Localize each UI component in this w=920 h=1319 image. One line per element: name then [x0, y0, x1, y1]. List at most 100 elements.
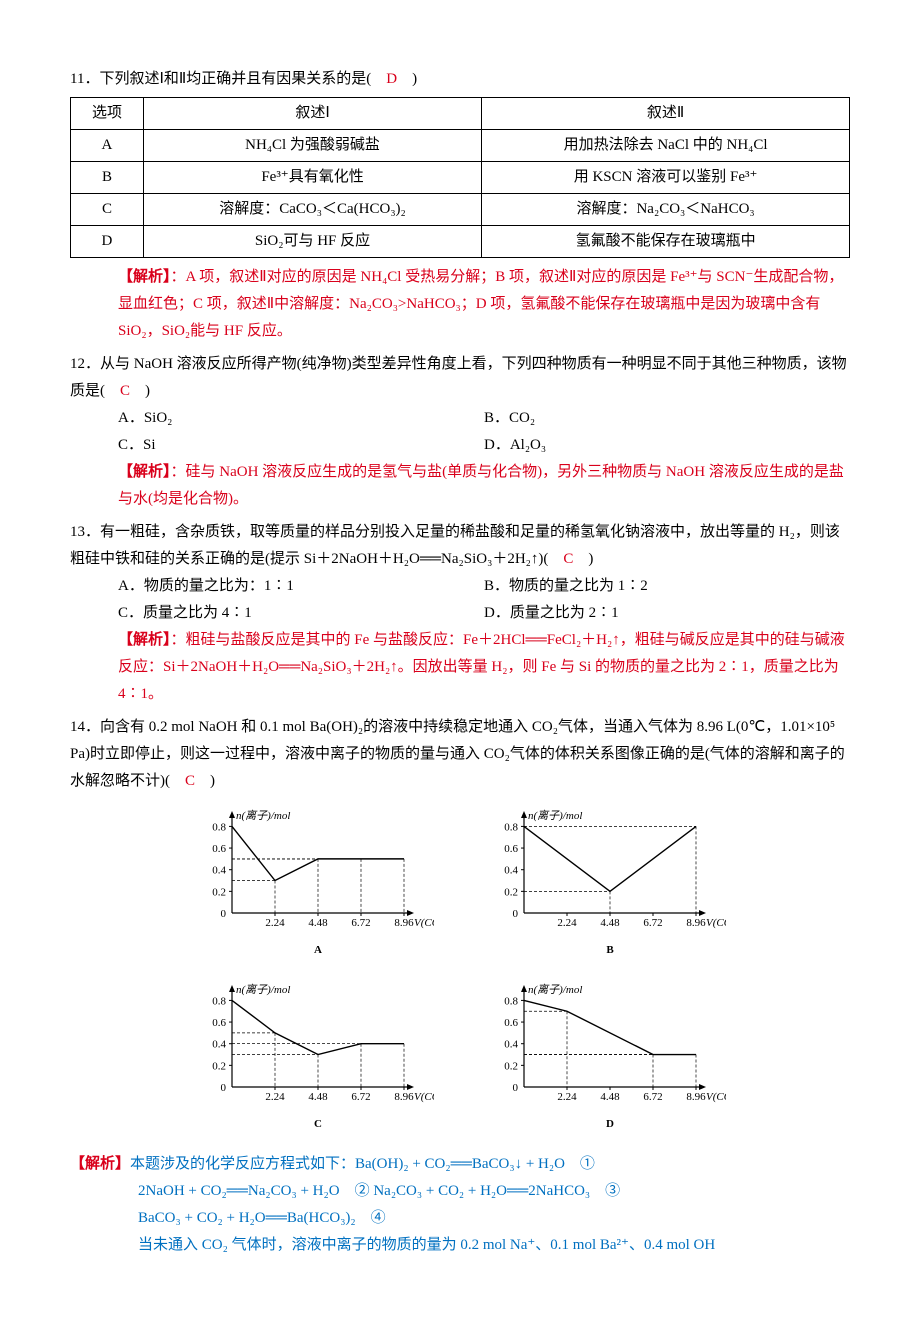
q11-r2c0: C [71, 194, 144, 226]
q14-expl-line3: BaCO₃ + CO₂ + H₂O══Ba(HCO₃)₂ ④ [70, 1205, 850, 1232]
q11-r1c2: 用 KSCN 溶液可以鉴别 Fe³⁺ [482, 162, 850, 194]
svg-text:D: D [606, 1118, 614, 1130]
q11-expl-label: 【解析】 [118, 269, 171, 285]
chart-d: 0.20.40.60.802.244.486.728.96n(离子)/molV(… [486, 977, 726, 1143]
chart-b: 0.20.40.60.802.244.486.728.96n(离子)/molV(… [486, 803, 726, 969]
q11-r2c2: 溶解度：Na₂CO₃＜NaHCO₃ [482, 194, 850, 226]
svg-text:6.72: 6.72 [351, 1091, 370, 1103]
svg-text:n(离子)/mol: n(离子)/mol [528, 809, 582, 822]
svg-text:8.96: 8.96 [394, 1091, 414, 1103]
q13-choice-a: A．物质的量之比为：1∶1 [118, 573, 484, 600]
q11-r0c1: NH₄Cl 为强酸弱碱盐 [143, 130, 481, 162]
svg-text:V(CO₂)/L: V(CO₂)/L [706, 917, 726, 929]
svg-text:2.24: 2.24 [265, 917, 285, 929]
svg-text:6.72: 6.72 [643, 1091, 662, 1103]
q12-stem-suffix: ) [130, 383, 150, 399]
svg-text:4.48: 4.48 [308, 917, 328, 929]
question-13: 13．有一粗硅，含杂质铁，取等质量的样品分别投入足量的稀盐酸和足量的稀氢氧化钠溶… [70, 519, 850, 573]
q11-th-2: 叙述Ⅱ [482, 98, 850, 130]
q11-r1c1: Fe³⁺具有氧化性 [143, 162, 481, 194]
svg-text:0.2: 0.2 [212, 886, 226, 898]
q11-r3c1: SiO₂可与 HF 反应 [143, 226, 481, 258]
q13-choice-c: C．质量之比为 4∶1 [118, 600, 484, 627]
svg-text:4.48: 4.48 [600, 917, 620, 929]
q11-r3c0: D [71, 226, 144, 258]
q14-expl-line1: 本题涉及的化学反应方程式如下：Ba(OH)₂ + CO₂══BaCO₃↓ + H… [130, 1156, 595, 1172]
svg-text:0.6: 0.6 [212, 1017, 226, 1029]
svg-text:0.2: 0.2 [504, 1060, 518, 1072]
svg-text:n(离子)/mol: n(离子)/mol [236, 983, 290, 996]
svg-text:0: 0 [221, 908, 227, 920]
svg-text:0.6: 0.6 [504, 843, 518, 855]
svg-text:6.72: 6.72 [351, 917, 370, 929]
q13-choice-b: B．物质的量之比为 1∶2 [484, 573, 850, 600]
question-14: 14．向含有 0.2 mol NaOH 和 0.1 mol Ba(OH)₂的溶液… [70, 714, 850, 795]
svg-text:0.2: 0.2 [212, 1060, 226, 1072]
svg-text:0: 0 [513, 1082, 519, 1094]
q14-explanation: 【解析】本题涉及的化学反应方程式如下：Ba(OH)₂ + CO₂══BaCO₃↓… [70, 1151, 850, 1178]
q13-expl-body: ：粗硅与盐酸反应是其中的 Fe 与盐酸反应：Fe＋2HCl══FeCl₂＋H₂↑… [118, 632, 845, 702]
svg-text:4.48: 4.48 [308, 1091, 328, 1103]
svg-text:B: B [606, 944, 614, 956]
q13-choices: A．物质的量之比为：1∶1 B．物质的量之比为 1∶2 C．质量之比为 4∶1 … [70, 573, 850, 627]
svg-text:0.4: 0.4 [504, 865, 518, 877]
q11-r0c2: 用加热法除去 NaCl 中的 NH₄Cl [482, 130, 850, 162]
q11-th-1: 叙述Ⅰ [143, 98, 481, 130]
svg-text:2.24: 2.24 [557, 917, 577, 929]
q14-expl-line4: 当未通入 CO₂ 气体时，溶液中离子的物质的量为 0.2 mol Na⁺、0.1… [70, 1232, 850, 1259]
svg-text:V(CO₂)/L: V(CO₂)/L [414, 1091, 434, 1103]
svg-text:8.96: 8.96 [686, 1091, 706, 1103]
svg-text:8.96: 8.96 [686, 917, 706, 929]
svg-text:V(CO₂)/L: V(CO₂)/L [414, 917, 434, 929]
svg-text:0.6: 0.6 [212, 843, 226, 855]
svg-text:0.8: 0.8 [212, 995, 226, 1007]
q12-stem-prefix: 12．从与 NaOH 溶液反应所得产物(纯净物)类型差异性角度上看，下列四种物质… [70, 356, 847, 399]
svg-text:V(CO₂)/L: V(CO₂)/L [706, 1091, 726, 1103]
question-11: 11．下列叙述Ⅰ和Ⅱ均正确并且有因果关系的是( D ) [70, 66, 850, 93]
question-12: 12．从与 NaOH 溶液反应所得产物(纯净物)类型差异性角度上看，下列四种物质… [70, 351, 850, 405]
q11-r0c0: A [71, 130, 144, 162]
q12-expl-label: 【解析】 [118, 464, 171, 480]
svg-text:8.96: 8.96 [394, 917, 414, 929]
q13-stem-prefix: 13．有一粗硅，含杂质铁，取等质量的样品分别投入足量的稀盐酸和足量的稀氢氧化钠溶… [70, 524, 840, 567]
q11-stem-prefix: 11．下列叙述Ⅰ和Ⅱ均正确并且有因果关系的是( [70, 71, 386, 87]
svg-text:0.8: 0.8 [504, 821, 518, 833]
q11-expl-body: ：A 项，叙述Ⅱ对应的原因是 NH₄Cl 受热易分解；B 项，叙述Ⅱ对应的原因是… [118, 269, 843, 339]
svg-text:0.4: 0.4 [212, 865, 226, 877]
q11-r3c2: 氢氟酸不能保存在玻璃瓶中 [482, 226, 850, 258]
svg-text:0: 0 [221, 1082, 227, 1094]
q13-expl-label: 【解析】 [118, 632, 171, 648]
svg-text:2.24: 2.24 [265, 1091, 285, 1103]
svg-text:n(离子)/mol: n(离子)/mol [528, 983, 582, 996]
svg-text:2.24: 2.24 [557, 1091, 577, 1103]
q11-th-0: 选项 [71, 98, 144, 130]
q11-stem-suffix: ) [397, 71, 417, 87]
q11-table: 选项 叙述Ⅰ 叙述Ⅱ ANH₄Cl 为强酸弱碱盐用加热法除去 NaCl 中的 N… [70, 97, 850, 258]
svg-text:n(离子)/mol: n(离子)/mol [236, 809, 290, 822]
q11-r1c0: B [71, 162, 144, 194]
svg-text:4.48: 4.48 [600, 1091, 620, 1103]
svg-text:0.6: 0.6 [504, 1017, 518, 1029]
svg-text:6.72: 6.72 [643, 917, 662, 929]
svg-text:0: 0 [513, 908, 519, 920]
q14-answer: C [185, 773, 195, 789]
svg-text:0.4: 0.4 [212, 1039, 226, 1051]
chart-a: 0.2 0.4 0.6 0.8 0 2.24 4.48 6.72 8.96 n(离子)/mol V(… [194, 803, 434, 969]
q12-choice-b: B．CO₂ [484, 405, 850, 432]
q12-answer: C [120, 383, 130, 399]
q12-choice-a: A．SiO₂ [118, 405, 484, 432]
svg-text:0.8: 0.8 [504, 995, 518, 1007]
svg-text:0.8: 0.8 [212, 821, 226, 833]
q12-choice-c: C．Si [118, 432, 484, 459]
q11-answer: D [386, 71, 397, 87]
q11-r2c1: 溶解度：CaCO₃＜Ca(HCO₃)₂ [143, 194, 481, 226]
q12-choice-d: D．Al₂O₃ [484, 432, 850, 459]
svg-text:C: C [314, 1118, 322, 1130]
q12-choices: A．SiO₂ B．CO₂ C．Si D．Al₂O₃ [70, 405, 850, 459]
q13-stem-suffix: ) [573, 551, 593, 567]
svg-text:A: A [314, 944, 322, 956]
q14-expl-line2: 2NaOH + CO₂══Na₂CO₃ + H₂O ② Na₂CO₃ + CO₂… [70, 1178, 850, 1205]
q13-choice-d: D．质量之比为 2∶1 [484, 600, 850, 627]
q14-expl-label: 【解析】 [70, 1156, 130, 1172]
q14-stem-suffix: ) [195, 773, 215, 789]
